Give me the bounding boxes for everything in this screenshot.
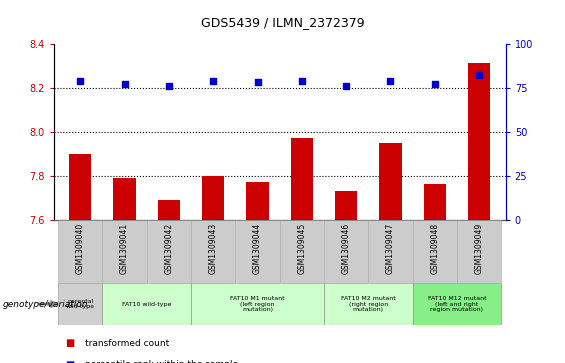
Text: GSM1309043: GSM1309043 [208,223,218,274]
Point [76,78,85,83]
Text: transformed count: transformed count [85,339,169,347]
Point [386,78,395,83]
Bar [236,220,280,283]
Point [297,78,306,83]
Bar [291,138,313,363]
Text: FAT10 M12 mutant
(left and right
region mutation): FAT10 M12 mutant (left and right region … [428,296,486,312]
Text: GSM1309046: GSM1309046 [342,223,351,274]
Point [431,81,440,87]
Bar [246,182,268,363]
Bar [102,220,147,283]
Text: GSM1309040: GSM1309040 [76,223,85,274]
Text: GSM1309041: GSM1309041 [120,223,129,274]
Bar [412,220,457,283]
Point [475,72,484,78]
Text: GSM1309047: GSM1309047 [386,223,395,274]
Bar [191,283,324,325]
Bar [412,283,501,325]
Bar [379,143,402,363]
Bar [69,154,92,363]
Text: FAT10 M1 mutant
(left region
mutation): FAT10 M1 mutant (left region mutation) [230,296,285,312]
Text: GDS5439 / ILMN_2372379: GDS5439 / ILMN_2372379 [201,16,364,29]
Bar [324,283,412,325]
Text: GSM1309049: GSM1309049 [475,223,484,274]
Text: GSM1309042: GSM1309042 [164,223,173,274]
Bar [368,220,412,283]
Text: FAT10 wild-type: FAT10 wild-type [122,302,171,306]
Text: GSM1309045: GSM1309045 [297,223,306,274]
Point [120,81,129,87]
Bar [158,200,180,363]
Bar [191,220,236,283]
Text: ■: ■ [65,360,74,363]
Text: FAT10 M2 mutant
(right region
mutation): FAT10 M2 mutant (right region mutation) [341,296,396,312]
Point [208,78,218,83]
Bar [102,283,191,325]
Bar [280,220,324,283]
Text: percentile rank within the sample: percentile rank within the sample [85,360,238,363]
Point [164,83,173,89]
Bar [147,220,191,283]
Text: genotype/variation: genotype/variation [3,299,88,309]
Text: GSM1309048: GSM1309048 [431,223,439,274]
Text: GSM1309044: GSM1309044 [253,223,262,274]
Bar [58,220,102,283]
Point [342,83,351,89]
Point [253,79,262,85]
Bar [202,176,224,363]
Text: parental
wild-type: parental wild-type [66,299,95,309]
Bar [114,178,136,363]
Bar [324,220,368,283]
Bar [335,191,357,363]
Bar [58,283,102,325]
Bar [424,184,446,363]
Bar [457,220,501,283]
Text: ■: ■ [65,338,74,348]
Bar [468,64,490,363]
